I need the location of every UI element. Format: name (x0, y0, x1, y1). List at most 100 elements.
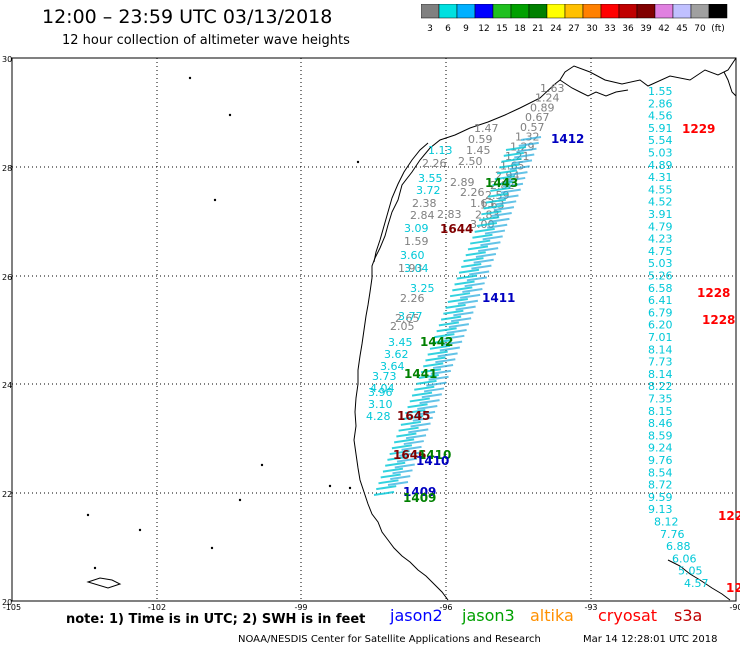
swh-value: 3.64 (380, 360, 405, 373)
scale-label: 45 (676, 24, 687, 34)
coast-detail-north (559, 79, 629, 97)
swh-value: 1.59 (404, 235, 429, 248)
satellite-jason2: jason2 (390, 606, 443, 625)
swh-value: 2.65 (395, 312, 420, 325)
lat-label: 22 (2, 490, 12, 499)
swh-value: 4.75 (648, 245, 673, 258)
swh-value: 3.62 (384, 348, 409, 361)
lat-lon-grid (12, 58, 736, 601)
swh-value: 1.65 (500, 160, 525, 173)
footer-timestamp: Mar 14 12:28:01 UTC 2018 (583, 634, 718, 645)
map-subtitle: 12 hour collection of altimeter wave hei… (62, 33, 350, 48)
swh-value: 3.45 (388, 336, 413, 349)
barrier-island (373, 142, 429, 263)
satellite-jason3: jason3 (462, 606, 515, 625)
swh-value: 4.57 (684, 577, 709, 590)
swh-value: 2.05 (390, 320, 415, 333)
lon-label: -93 (584, 603, 597, 612)
swh-value: 4.89 (648, 159, 673, 172)
pass-number: 1410 (416, 454, 449, 468)
pass-number: 1441 (404, 367, 437, 381)
scale-label: 36 (622, 24, 634, 34)
swh-value: 5.26 (648, 270, 673, 283)
swh-value: 4.23 (648, 233, 673, 246)
swh-value: 5.91 (648, 122, 673, 135)
swh-value: 2.84 (410, 209, 435, 222)
pass-number: 1645 (397, 409, 430, 423)
swh-value: 1.63 (540, 82, 565, 95)
scale-swatch (708, 4, 728, 19)
satellite-altika: altika (530, 606, 574, 625)
pass-number: 1409 (403, 491, 436, 505)
swh-value: 2.38 (412, 197, 437, 210)
scale-label: 6 (445, 24, 451, 34)
pass-number: 1229 (682, 122, 715, 136)
swh-value: 6.58 (648, 282, 673, 295)
swh-value: 0.89 (530, 101, 555, 114)
swh-value: 2.26 (422, 157, 447, 170)
scale-label: 12 (478, 24, 489, 34)
scale-label: 33 (604, 24, 615, 34)
swh-value: 8.72 (648, 479, 673, 492)
scale-label: 42 (658, 24, 669, 34)
scale-label: 9 (463, 24, 469, 34)
scale-label: (ft) (711, 24, 725, 34)
swh-value: 4.56 (648, 110, 673, 123)
scale-swatch (421, 4, 440, 19)
swh-value: 4.79 (648, 220, 673, 233)
scale-swatch (564, 4, 584, 19)
satellite-s3a: s3a (674, 606, 703, 625)
cyan-band (373, 136, 542, 496)
swh-value: 2.26 (400, 292, 425, 305)
swh-value: 2.59 (485, 189, 510, 202)
swh-value: 9.59 (648, 491, 673, 504)
swh-value: 1.32 (515, 131, 540, 144)
swh-value: 8.54 (648, 466, 673, 479)
swh-value: 2.82 (490, 179, 515, 192)
swh-value: 1.55 (648, 85, 673, 98)
scale-swatch (510, 4, 530, 19)
swh-value: 5.54 (648, 134, 673, 147)
swh-value: 4.31 (648, 171, 673, 184)
swh-value: 3.60 (400, 249, 425, 262)
lat-label: 28 (2, 164, 12, 173)
swh-value: 1.63 (470, 197, 495, 210)
scale-label: 21 (532, 24, 543, 34)
gulf-coastline (353, 57, 737, 601)
swh-value: 8.12 (654, 516, 679, 529)
swh-value: 1.93 (398, 262, 423, 275)
pass-number: 1443 (485, 176, 518, 190)
swh-value: 2.86 (648, 97, 673, 110)
swh-value: 1.13 (428, 144, 453, 157)
swh-value: 1.24 (535, 92, 560, 105)
swh-value: 1.21 (505, 150, 530, 163)
swh-value: 5.03 (648, 257, 673, 270)
pass-number: 1412 (551, 132, 584, 146)
lat-label: 30 (2, 55, 12, 64)
swh-value: 7.76 (660, 528, 685, 541)
map-note: note: 1) Time is in UTC; 2) SWH is in fe… (66, 612, 366, 627)
pass-number: 12 (726, 581, 740, 595)
altimeter-tracks: 1.631.240.890.670.571.321.291.211.652.94… (366, 82, 709, 590)
pass-labels: 1229 1412 1443 1644 1411 1228 1228 1442 1441 1645… (393, 122, 740, 595)
swh-value: 8.14 (648, 368, 673, 381)
swh-value: 2.50 (458, 155, 483, 168)
swh-value: 8.46 (648, 417, 673, 430)
swh-value: 3.91 (648, 208, 673, 221)
swh-value: 0.59 (468, 133, 493, 146)
scale-label: 3 (427, 24, 433, 34)
swh-value: 5.05 (678, 565, 703, 578)
swh-value: 4.28 (366, 410, 391, 423)
map-title: 12:00 – 23:59 UTC 03/13/2018 (42, 6, 333, 28)
swh-value: 4.52 (648, 196, 673, 209)
swh-value: 8.14 (648, 343, 673, 356)
pass-number: 1410 (418, 448, 451, 462)
swh-value: 3.73 (372, 370, 397, 383)
swh-value: 3.25 (410, 282, 435, 295)
swh-value: 9.76 (648, 454, 673, 467)
lon-label: -90 (729, 603, 740, 612)
swh-value: 0.57 (520, 121, 545, 134)
swh-value: 2.83 (475, 208, 500, 221)
scale-label: 18 (514, 24, 526, 34)
